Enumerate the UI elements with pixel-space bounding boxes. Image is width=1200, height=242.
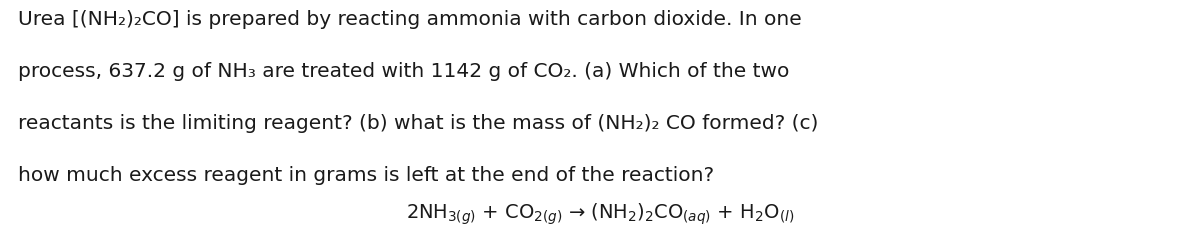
Text: how much excess reagent in grams is left at the end of the reaction?: how much excess reagent in grams is left…	[18, 166, 714, 185]
Text: reactants is the limiting reagent? (b) what is the mass of (NH₂)₂ CO formed? (c): reactants is the limiting reagent? (b) w…	[18, 114, 818, 133]
Text: process, 637.2 g of NH₃ are treated with 1142 g of CO₂. (a) Which of the two: process, 637.2 g of NH₃ are treated with…	[18, 62, 790, 81]
Text: 2NH$_{3(g)}$ + CO$_{2(g)}$ → (NH$_{2}$)$_{2}$CO$_{(aq)}$ + H$_{2}$O$_{(l)}$: 2NH$_{3(g)}$ + CO$_{2(g)}$ → (NH$_{2}$)$…	[406, 201, 794, 227]
Text: Urea [(NH₂)₂CO] is prepared by reacting ammonia with carbon dioxide. In one: Urea [(NH₂)₂CO] is prepared by reacting …	[18, 10, 802, 29]
